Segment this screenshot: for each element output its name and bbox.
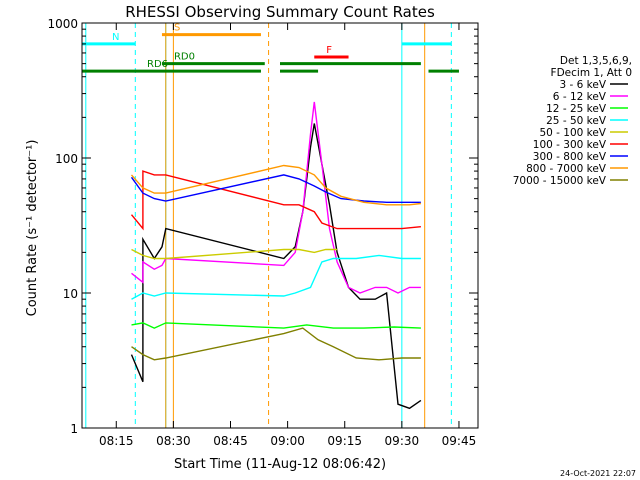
x-tick-label-4: 09:15 [327, 434, 362, 448]
plot-frame [81, 22, 479, 429]
chart-title: RHESSI Observing Summary Count Rates [125, 3, 435, 21]
series-line-3 [131, 254, 421, 300]
legend-label-4: 50 - 100 keV [539, 127, 606, 139]
x-tick-label-1: 08:30 [156, 434, 191, 448]
legend-label-3: 25 - 50 keV [546, 115, 607, 127]
flag-label-n: N [112, 32, 119, 43]
x-tick-label-6: 09:45 [442, 434, 477, 448]
series-line-4 [131, 248, 338, 260]
legend-label-0: 3 - 6 keV [559, 79, 606, 91]
series-line-5 [130, 170, 421, 231]
series-line-7 [130, 164, 421, 206]
legend-label-6: 300 - 800 keV [533, 151, 607, 163]
legend-label-2: 12 - 25 keV [546, 103, 607, 115]
series-line-8 [131, 327, 421, 361]
flag-label-rd0: RD0 [174, 52, 195, 63]
series-line-2 [131, 322, 421, 329]
x-tick-label-5: 09:30 [385, 434, 420, 448]
y-tick-label-1: 10 [63, 287, 78, 301]
plot-area: N S F RD0 RD6 08:15 08:30 08:45 09:00 09:15 09:30 0… [47, 17, 479, 448]
flag-label-f: F [326, 45, 332, 56]
x-axis-label: Start Time (11-Aug-12 08:06:42) [174, 457, 386, 472]
x-tick-label-3: 09:00 [270, 434, 305, 448]
legend-label-1: 6 - 12 keV [553, 91, 607, 103]
y-tick-label-0: 1 [70, 422, 78, 436]
legend-header-0: Det 1,3,5,6,9, [560, 55, 632, 67]
series-line-6 [130, 174, 421, 203]
x-tick-label-0: 08:15 [99, 434, 134, 448]
x-tick-label-2: 08:45 [213, 434, 248, 448]
flag-label-s: S [174, 23, 180, 34]
y-tick-label-3: 1000 [47, 17, 78, 31]
legend-label-7: 800 - 7000 keV [526, 163, 607, 175]
legend-label-8: 7000 - 15000 keV [513, 175, 607, 187]
legend: Det 1,3,5,6,9,FDecim 1, Att 03 - 6 keV6 … [513, 55, 632, 187]
legend-header-1: FDecim 1, Att 0 [551, 67, 632, 79]
y-tick-label-2: 100 [55, 152, 78, 166]
y-axis-label: Count Rate (s⁻¹ detector⁻¹) [25, 140, 40, 317]
flag-label-rd6: RD6 [147, 59, 168, 70]
series-line-0 [130, 123, 422, 410]
series-line-1 [131, 101, 421, 294]
legend-label-5: 100 - 300 keV [533, 139, 607, 151]
footer-date: 24-Oct-2021 22:07 [560, 469, 636, 478]
